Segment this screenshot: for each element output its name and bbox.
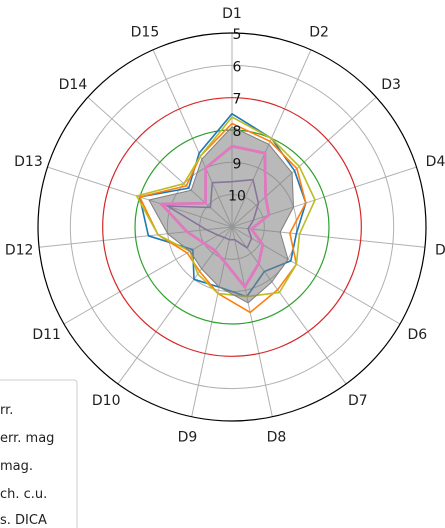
- category-label: D14: [59, 77, 88, 93]
- legend-entry: s. DICA: [0, 513, 47, 528]
- data-series: [135, 113, 316, 314]
- category-label: D3: [381, 77, 401, 93]
- category-label: D12: [5, 242, 34, 258]
- series-line-overlay: [160, 144, 271, 289]
- series-line: [138, 122, 307, 314]
- legend-entry: err. mag: [0, 431, 54, 446]
- legend-entry: mag.: [0, 459, 33, 474]
- radial-tick-labels: 5 6 7 8 9 10: [228, 27, 246, 205]
- legend-entry: ch. c.u.: [0, 487, 47, 502]
- series-area: [148, 126, 295, 304]
- radial-tick-label: 10: [228, 189, 246, 205]
- category-label: D4: [426, 154, 445, 170]
- category-label: D13: [14, 154, 43, 170]
- grid-ring: [102, 97, 362, 357]
- category-label: D6: [407, 327, 427, 343]
- grid-ring: [69, 64, 395, 390]
- radial-tick-label: 8: [233, 124, 242, 140]
- radial-tick-label: 6: [233, 59, 242, 75]
- category-label: D9: [178, 429, 198, 445]
- series-line: [135, 116, 316, 298]
- radial-tick-label: 5: [233, 27, 242, 43]
- category-label: D2: [309, 25, 329, 41]
- radial-tick-label: 7: [233, 92, 242, 108]
- category-label: D7: [348, 393, 368, 409]
- legend-entry: rr.: [0, 403, 13, 418]
- outer-frame: [37, 32, 427, 422]
- category-label: D8: [267, 429, 287, 445]
- category-label: D10: [92, 393, 121, 409]
- legend-box: [0, 379, 78, 528]
- category-labels: D1 D2 D3 D4 D5 D6 D7 D8 D9 D10 D11 D12 D13 D14 D15: [5, 6, 445, 445]
- radial-tick-label: 9: [233, 156, 242, 172]
- category-label: D11: [32, 327, 61, 343]
- legend: rr. err. mag mag. ch. c.u. s. DICA: [0, 379, 78, 528]
- category-label: D15: [131, 25, 160, 41]
- category-label: D5: [435, 242, 445, 258]
- category-label: D1: [222, 6, 242, 22]
